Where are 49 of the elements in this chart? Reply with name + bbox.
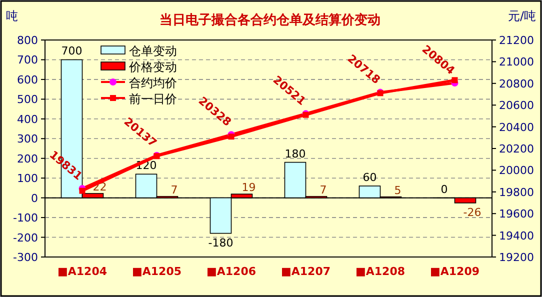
legend-label: 合约均价 — [129, 76, 177, 90]
data-label: 19 — [242, 181, 256, 194]
y2-tick-label: 20200 — [499, 142, 534, 156]
y2-tick-label: 19600 — [499, 208, 534, 221]
data-label: 0 — [440, 182, 448, 196]
data-label: 60 — [362, 170, 377, 184]
y2-axis-title: 元/吨 — [508, 9, 536, 23]
y2-tick-label: 20000 — [499, 164, 534, 178]
y-tick-label: 500 — [17, 93, 38, 106]
y-tick-label: 0 — [31, 192, 38, 205]
y2-tick-label: 19800 — [499, 186, 534, 199]
point — [452, 77, 458, 84]
y2-tick-label: 21000 — [499, 56, 534, 69]
y2-tick-label: 19400 — [499, 229, 534, 242]
y-tick-label: 400 — [17, 112, 38, 126]
x-tick-label: ■A1206 — [206, 265, 256, 278]
data-label: 5 — [394, 184, 402, 197]
data-label: -180 — [208, 236, 234, 250]
x-tick-label: ■A1209 — [430, 265, 480, 278]
data-label: -26 — [463, 206, 482, 219]
y2-tick-label: 19200 — [499, 251, 534, 264]
x-tick-label: ■A1208 — [355, 265, 406, 278]
y2-tick-label: 20800 — [499, 77, 534, 90]
y-tick-label: 200 — [17, 152, 38, 166]
data-label: 7 — [170, 183, 178, 196]
y2-tick-label: 20400 — [499, 120, 534, 134]
y-tick-label: 600 — [17, 73, 38, 86]
data-label: 700 — [61, 44, 82, 58]
y-axis-title: 吨 — [6, 9, 18, 23]
data-label: 7 — [320, 183, 327, 196]
legend-label: 价格变动 — [128, 60, 177, 74]
y-tick-label: 800 — [17, 34, 38, 47]
y-tick-label: 300 — [17, 132, 38, 146]
x-tick-label: ■A1207 — [280, 265, 331, 278]
data-label: 180 — [284, 147, 306, 160]
y-tick-label: -300 — [13, 251, 38, 264]
y2-tick-label: 20600 — [499, 99, 534, 112]
point — [228, 134, 234, 140]
legend-label: 仓单变动 — [129, 44, 177, 58]
y-tick-label: -100 — [13, 212, 38, 225]
point — [79, 188, 86, 194]
x-tick-label: ■A1204 — [57, 265, 108, 278]
x-tick-label: ■A1205 — [132, 265, 182, 278]
chart-title: 当日电子撮合各合约仓单及结算价变动 — [160, 12, 380, 28]
y2-tick-label: 21200 — [499, 34, 534, 47]
y-tick-label: -200 — [13, 231, 38, 244]
y-tick-label: 700 — [17, 54, 38, 67]
legend-label: 前一日价 — [129, 92, 177, 106]
y-tick-label: 100 — [17, 172, 38, 186]
